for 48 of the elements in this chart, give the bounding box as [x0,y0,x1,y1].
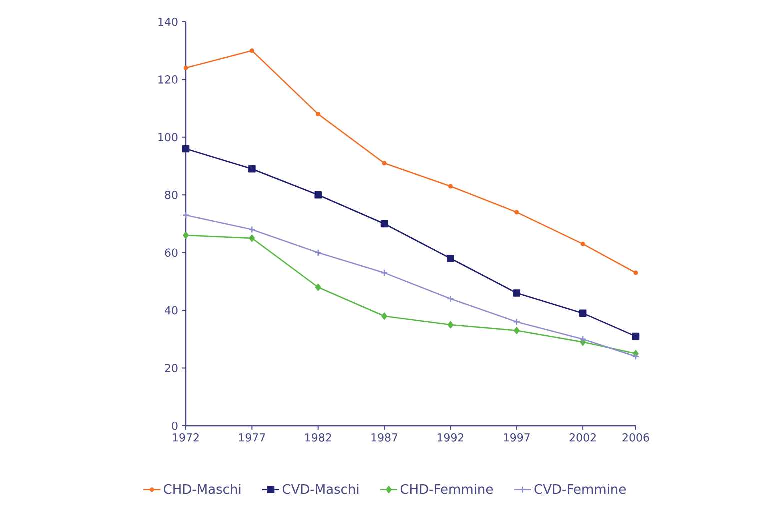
x-tick-label: 1982 [306,434,332,442]
legend-label: CVD-Femmine [534,484,626,494]
point [448,321,454,329]
point [314,191,322,199]
point [513,290,521,297]
legend-label: CVD-Maschi [282,484,359,494]
y-tick-label: 0 [172,422,178,430]
point [632,332,640,340]
y-tick-label: 80 [165,190,178,200]
point [447,295,454,303]
point [514,210,520,215]
point [382,161,387,166]
point [248,226,256,234]
y-tick-label: 40 [165,306,178,315]
y-tick-label: 20 [165,364,178,372]
x-tick-label: 1987 [372,434,398,442]
point [316,112,321,117]
point [579,336,587,344]
point [447,254,454,262]
legend-label: CHD-Maschi [164,484,241,494]
point [580,242,586,246]
x-tick-label: 1972 [173,434,199,442]
point [634,270,638,276]
x-tick-label: 1977 [239,434,266,442]
point [382,312,388,320]
point [184,66,188,70]
point [380,220,388,228]
point [513,318,521,326]
point [183,232,189,240]
y-tick-label: 140 [158,18,178,26]
legend-label: CHD-Femmine [400,484,493,494]
point [315,284,322,292]
y-tick-label: 100 [158,133,178,142]
point [448,184,453,189]
point [314,249,322,256]
x-tick-label: 1992 [438,434,464,442]
x-tick-label: 2006 [622,434,650,442]
point [579,310,587,318]
point [514,327,520,334]
y-tick-label: 120 [158,76,178,84]
point [248,166,256,173]
point [380,269,388,277]
y-tick-label: 60 [165,248,178,258]
x-tick-label: 1997 [504,434,530,442]
point [249,234,256,242]
x-tick-label: 2002 [570,434,596,442]
point [250,48,254,54]
point [182,145,190,153]
